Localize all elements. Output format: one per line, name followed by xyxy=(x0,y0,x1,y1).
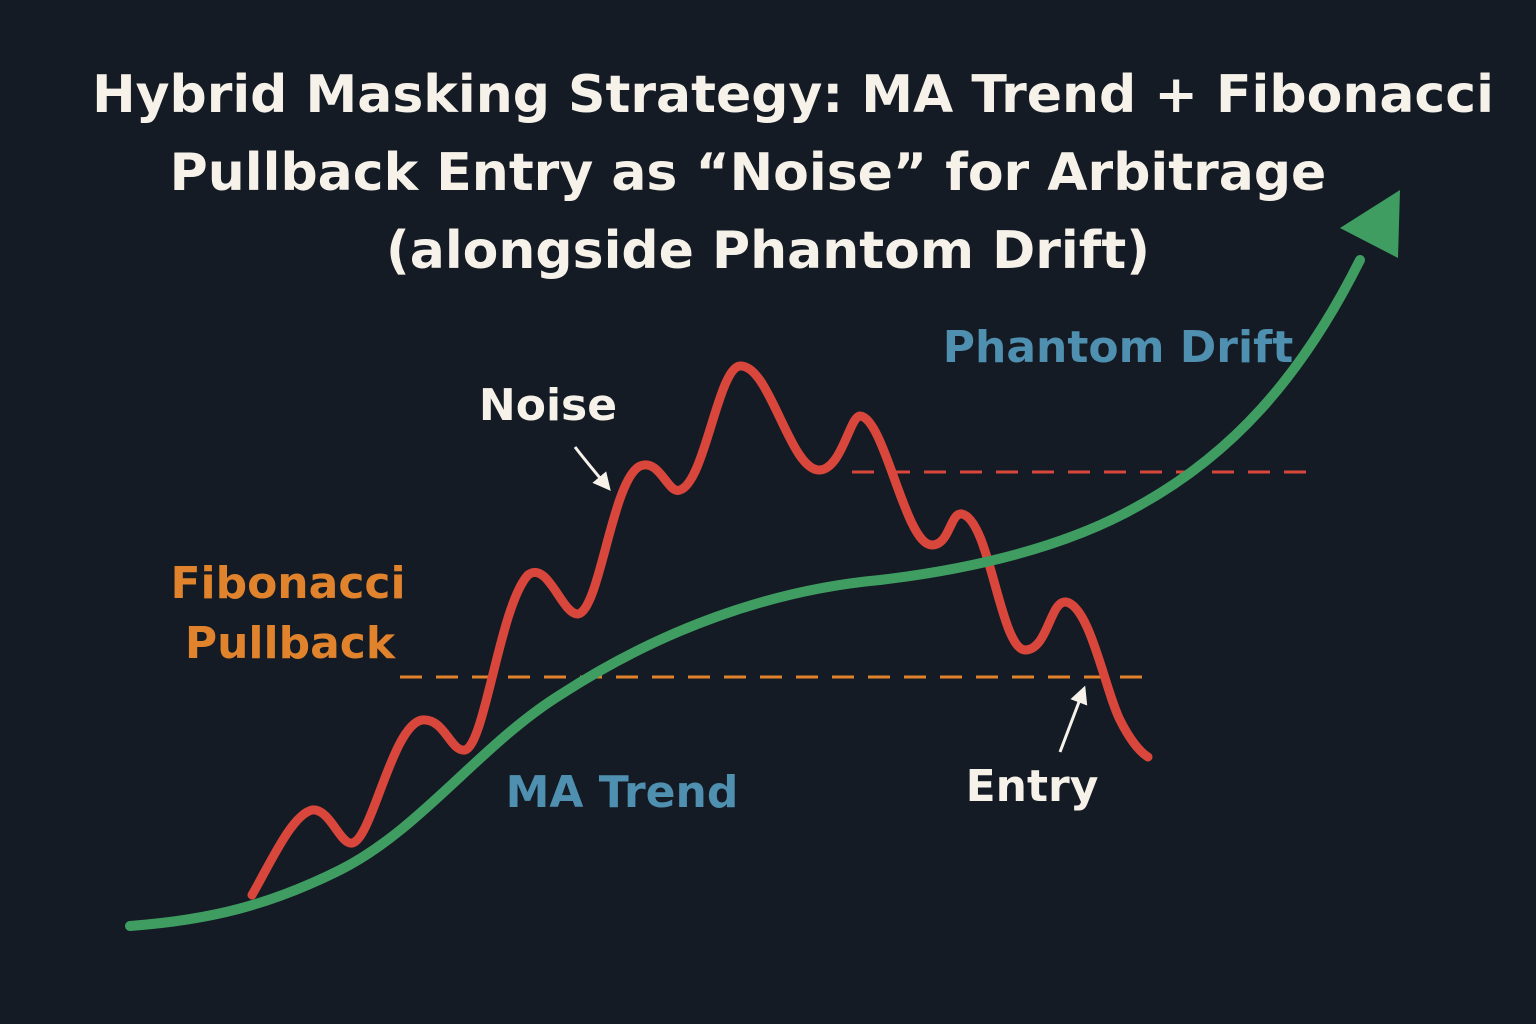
price-noise-line xyxy=(247,361,1153,900)
title-line-2: Pullback Entry as “Noise” for Arbitrage xyxy=(169,143,1327,203)
entry-arrow xyxy=(1058,685,1088,753)
fibonacci-label-line-1: Fibonacci xyxy=(170,558,405,609)
ma-trend-line xyxy=(125,255,1365,931)
ma-trend-label: MA Trend xyxy=(506,767,739,818)
title-line-1: Hybrid Masking Strategy: MA Trend + Fibo… xyxy=(92,65,1494,125)
fibonacci-label-line-2: Pullback xyxy=(185,618,397,669)
phantom-drift-label: Phantom Drift xyxy=(943,322,1294,373)
trend-arrowhead xyxy=(1340,190,1400,258)
title-line-3: (alongside Phantom Drift) xyxy=(385,221,1150,281)
noise-label: Noise xyxy=(479,380,617,431)
entry-label: Entry xyxy=(966,761,1099,812)
diagram-title: Hybrid Masking Strategy: MA Trend + Fibo… xyxy=(0,56,1536,290)
noise-arrow xyxy=(573,446,611,491)
